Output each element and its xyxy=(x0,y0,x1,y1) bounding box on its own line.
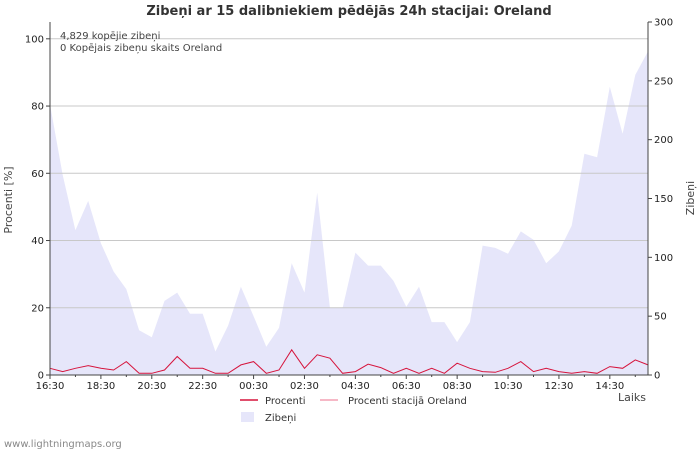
y-right-tick-label-250: 250 xyxy=(654,76,673,87)
y-axis-left-label: Procenti [%] xyxy=(2,166,15,233)
x-tick-label-02:30: 02:30 xyxy=(290,381,319,392)
x-tick-label-18:30: 18:30 xyxy=(86,381,115,392)
legend: Procenti Procenti stacijā Oreland Zibeņi xyxy=(240,396,467,424)
legend-label-station: Procenti stacijā Oreland xyxy=(348,396,467,407)
x-tick-label-16:30: 16:30 xyxy=(36,381,65,392)
y-right-tick-label-300: 300 xyxy=(654,18,673,29)
x-tick-label-06:30: 06:30 xyxy=(392,381,421,392)
legend-swatch-zibeni xyxy=(241,412,254,422)
y-right-tick-label-150: 150 xyxy=(654,194,673,205)
x-tick-label-04:30: 04:30 xyxy=(341,381,370,392)
footer-credit: www.lightningmaps.org xyxy=(4,439,122,450)
total-strikes-annotation: 4,829 kopējie zibeņi xyxy=(60,31,160,42)
y-right-tick-label-0: 0 xyxy=(654,371,660,382)
y-left-tick-label-60: 60 xyxy=(31,169,44,180)
y-left-tick-label-40: 40 xyxy=(31,236,44,247)
y-right-tick-label-200: 200 xyxy=(654,135,673,146)
y-axis-right-label: Zibeņi xyxy=(684,181,697,215)
x-tick-label-00:30: 00:30 xyxy=(239,381,268,392)
y-left-tick-label-100: 100 xyxy=(25,34,44,45)
legend-label-zibeni: Zibeņi xyxy=(265,413,296,424)
axes: 0 20 40 60 80 100 0 50 100 150 200 250 300 16:30 18:30… xyxy=(25,18,673,393)
y-left-tick-label-0: 0 xyxy=(38,371,44,382)
chart-title: Zibeņi ar 15 dalibniekiem pēdējās 24h st… xyxy=(146,4,551,19)
station-strikes-annotation: 0 Kopējais zibeņu skaits Oreland xyxy=(60,43,222,54)
x-tick-label-08:30: 08:30 xyxy=(443,381,472,392)
y-right-tick-label-50: 50 xyxy=(654,312,667,323)
series-area-zibeni xyxy=(50,51,648,376)
y-right-tick-label-100: 100 xyxy=(654,253,673,264)
y-left-tick-label-80: 80 xyxy=(31,102,44,113)
x-tick-label-14:30: 14:30 xyxy=(595,381,624,392)
x-axis-label: Laiks xyxy=(618,391,646,404)
legend-label-procenti: Procenti xyxy=(265,396,306,407)
series-line-procenti xyxy=(49,348,649,374)
x-tick-label-10:30: 10:30 xyxy=(494,381,523,392)
lightning-area-layer xyxy=(50,51,648,376)
x-tick-label-12:30: 12:30 xyxy=(545,381,574,392)
x-tick-label-22:30: 22:30 xyxy=(188,381,217,392)
x-tick-label-20:30: 20:30 xyxy=(137,381,166,392)
y-left-tick-label-20: 20 xyxy=(31,303,44,314)
